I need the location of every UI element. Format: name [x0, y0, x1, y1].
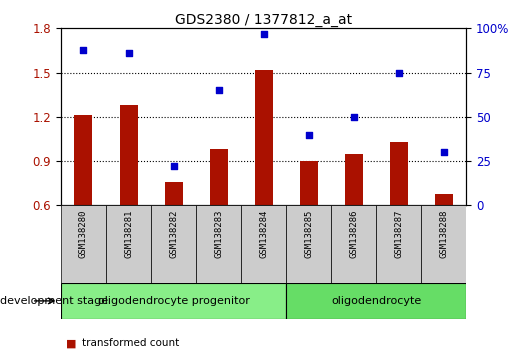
Text: GSM138280: GSM138280	[79, 209, 88, 258]
Point	[169, 164, 178, 169]
Bar	[435, 194, 453, 205]
Point	[350, 114, 358, 120]
Text: GSM138283: GSM138283	[214, 209, 223, 258]
Point	[80, 47, 88, 52]
Bar	[151, 205, 196, 283]
Bar	[421, 205, 466, 283]
Text: oligodendrocyte progenitor: oligodendrocyte progenitor	[98, 296, 250, 306]
Bar	[344, 154, 363, 205]
Title: GDS2380 / 1377812_a_at: GDS2380 / 1377812_a_at	[175, 13, 352, 27]
Bar	[61, 205, 106, 283]
Text: GSM138282: GSM138282	[169, 209, 178, 258]
Bar	[209, 149, 228, 205]
Bar	[241, 205, 286, 283]
Point	[394, 70, 403, 75]
Point	[214, 87, 223, 93]
Text: ■: ■	[66, 338, 77, 348]
Text: GSM138287: GSM138287	[394, 209, 403, 258]
Bar	[376, 205, 421, 283]
Text: transformed count: transformed count	[82, 338, 179, 348]
Bar	[331, 205, 376, 283]
Point	[440, 149, 448, 155]
Text: GSM138286: GSM138286	[349, 209, 358, 258]
Bar	[196, 205, 241, 283]
Text: GSM138281: GSM138281	[124, 209, 133, 258]
Bar	[254, 70, 272, 205]
Bar	[164, 182, 182, 205]
Bar	[74, 115, 92, 205]
Bar	[390, 142, 408, 205]
Text: oligodendrocyte: oligodendrocyte	[331, 296, 421, 306]
Bar	[286, 283, 466, 319]
Text: GSM138288: GSM138288	[439, 209, 448, 258]
Text: GSM138285: GSM138285	[304, 209, 313, 258]
Point	[304, 132, 313, 137]
Bar	[61, 283, 286, 319]
Bar	[286, 205, 331, 283]
Bar	[119, 105, 138, 205]
Bar	[300, 161, 318, 205]
Point	[124, 50, 132, 56]
Bar	[106, 205, 151, 283]
Text: development stage: development stage	[0, 296, 108, 306]
Text: GSM138284: GSM138284	[259, 209, 268, 258]
Point	[259, 31, 268, 36]
